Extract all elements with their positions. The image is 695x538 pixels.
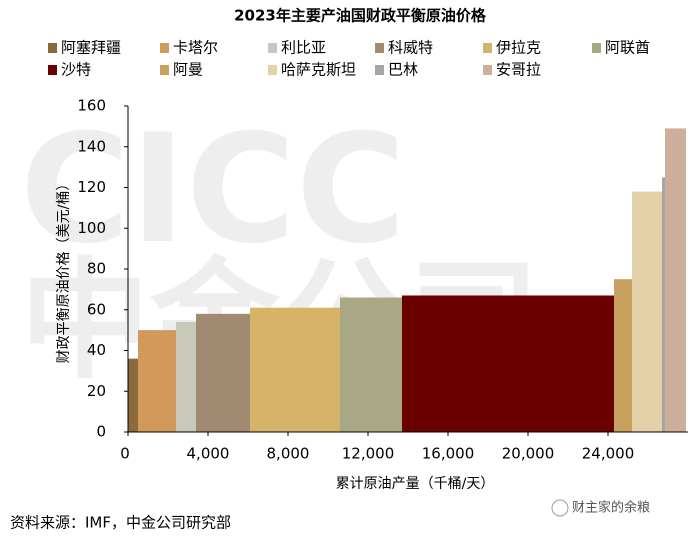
x-tick-label: 16,000 <box>422 445 475 463</box>
legend-swatch <box>375 43 384 53</box>
legend-swatch <box>268 65 277 75</box>
y-tick-label: 100 <box>77 219 106 237</box>
legend-swatch <box>48 65 57 75</box>
source: 资料来源：IMF，中金公司研究部 <box>10 514 231 532</box>
legend-swatch <box>268 43 277 53</box>
bar <box>176 321 196 432</box>
bar <box>138 330 176 432</box>
legend-label: 哈萨克斯坦 <box>281 61 356 79</box>
y-tick-label: 0 <box>96 423 106 441</box>
legend-swatch <box>483 43 492 53</box>
x-tick-label: 12,000 <box>342 445 395 463</box>
x-tick-label: 4,000 <box>187 445 230 463</box>
legend-swatch <box>160 43 169 53</box>
bar <box>665 128 686 432</box>
legend-label: 科威特 <box>388 39 433 57</box>
x-axis-label: 累计原油产量（千桶/天） <box>336 476 495 492</box>
y-tick-label: 140 <box>77 137 106 155</box>
x-tick-label: 20,000 <box>502 445 555 463</box>
y-tick-label: 20 <box>87 382 106 400</box>
bar <box>632 191 662 432</box>
bar <box>128 358 138 432</box>
legend-swatch <box>48 43 57 53</box>
legend-swatch <box>375 65 384 75</box>
legend-label: 巴林 <box>388 61 418 79</box>
watermark: CICC <box>20 103 406 277</box>
bar <box>340 297 402 432</box>
legend-label: 伊拉克 <box>496 39 541 57</box>
y-tick-label: 80 <box>87 260 106 278</box>
legend-label: 阿联酋 <box>605 39 650 57</box>
y-tick-label: 160 <box>77 97 106 115</box>
legend-swatch <box>160 65 169 75</box>
chart-title: 2023年主要产油国财政平衡原油价格 <box>234 7 487 25</box>
x-tick-label: 24,000 <box>582 445 635 463</box>
legend-label: 利比亚 <box>281 39 326 57</box>
credit-icon <box>551 499 569 517</box>
x-tick-label: 8,000 <box>267 445 310 463</box>
legend-label: 沙特 <box>61 61 91 79</box>
credit: 财主家的余粮 <box>572 500 650 516</box>
legend-label: 阿塞拜疆 <box>61 39 121 57</box>
legend-label: 卡塔尔 <box>173 39 218 57</box>
legend-label: 安哥拉 <box>496 61 541 79</box>
x-tick-label: 0 <box>120 445 130 463</box>
y-tick-label: 120 <box>77 178 106 196</box>
bar <box>614 279 632 432</box>
y-tick-label: 40 <box>87 341 106 359</box>
y-tick-label: 60 <box>87 300 106 318</box>
bar <box>402 295 614 432</box>
legend-swatch <box>483 65 492 75</box>
bar <box>196 313 250 432</box>
y-axis-label: 财政平衡原油价格（美元/桶） <box>56 177 72 364</box>
legend-swatch <box>592 43 601 53</box>
legend-label: 阿曼 <box>173 61 203 79</box>
bar <box>250 307 340 432</box>
bar <box>662 177 665 432</box>
